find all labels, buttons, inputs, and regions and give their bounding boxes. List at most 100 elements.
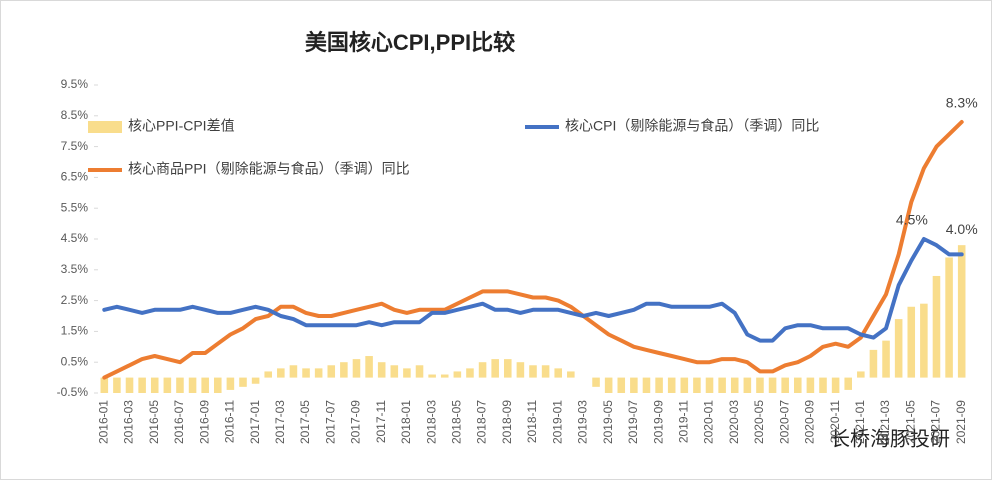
x-tick-label: 2019-09 (651, 400, 665, 444)
bar (289, 365, 298, 378)
y-tick-label: 9.5% (61, 77, 89, 91)
bar (554, 368, 562, 378)
bar (806, 377, 815, 393)
x-tick-label: 2021-01 (853, 400, 867, 444)
bar (478, 362, 487, 378)
x-tick-label: 2017-05 (298, 400, 312, 444)
x-tick-label: 2018-05 (450, 400, 464, 444)
bar (642, 377, 651, 393)
legend-label: 核心CPI（剔除能源与食品）（季调）同比 (565, 118, 819, 134)
x-tick-label: 2018-03 (424, 400, 438, 444)
bar (466, 368, 474, 378)
bar (529, 365, 537, 378)
bar (604, 377, 613, 393)
x-tick-label: 2018-07 (475, 400, 489, 444)
bar (453, 371, 462, 378)
bar (655, 377, 663, 393)
x-tick-label: 2019-05 (601, 400, 615, 444)
bar (150, 377, 159, 393)
x-tick-label: 2017-03 (273, 400, 287, 444)
source: 长桥海豚投研 (830, 427, 950, 450)
bar (327, 365, 336, 378)
x-tick-label: 2019-07 (626, 400, 640, 444)
bar (138, 377, 146, 393)
bar (894, 319, 903, 378)
y-tick-label: 5.5% (61, 200, 89, 214)
bar (945, 257, 953, 378)
bar (491, 359, 499, 378)
bar (163, 377, 172, 393)
bar (125, 377, 134, 393)
bar (907, 306, 916, 378)
bar (428, 374, 436, 378)
bar (957, 245, 966, 378)
bar (302, 368, 310, 378)
y-tick-label: 4.5% (61, 231, 89, 245)
bar (617, 377, 626, 393)
y-tick-label: 1.5% (61, 324, 89, 338)
bar (239, 377, 247, 387)
x-tick-label: 2018-11 (525, 400, 539, 443)
bar (340, 362, 348, 378)
bar (100, 377, 109, 393)
bar (667, 377, 676, 393)
bar (277, 368, 285, 378)
x-tick-label: 2018-01 (399, 400, 413, 444)
bar (781, 377, 789, 393)
x-tick-label: 2016-03 (122, 400, 136, 444)
x-tick-label: 2018-09 (500, 400, 514, 444)
x-tick-label: 2021-09 (954, 400, 968, 444)
x-tick-label: 2016-07 (172, 400, 186, 444)
bar (693, 377, 701, 393)
x-tick-label: 2016-09 (197, 400, 211, 444)
bar (920, 303, 928, 378)
bar (377, 362, 386, 378)
data-label: 8.3% (946, 95, 978, 111)
x-tick-label: 2020-07 (777, 400, 791, 444)
bar (768, 377, 777, 393)
bar (314, 368, 323, 378)
bar (188, 377, 197, 393)
x-tick-label: 2017-09 (349, 400, 363, 444)
x-tick-label: 2021-03 (878, 400, 892, 444)
x-tick-label: 2016-11 (223, 400, 237, 443)
legend-label: 核心PPI-CPI差值 (128, 118, 235, 134)
bar (516, 362, 525, 378)
bar (869, 349, 878, 378)
bar (680, 377, 689, 393)
line (102, 120, 964, 380)
bar (730, 377, 739, 393)
bar (226, 377, 235, 390)
x-tick-label: 2016-05 (147, 400, 161, 444)
x-tick-label: 2019-03 (576, 400, 590, 444)
bar (756, 377, 764, 393)
bar (844, 377, 852, 390)
bar (819, 377, 827, 393)
bar (176, 377, 184, 393)
x-tick-label: 2020-11 (828, 400, 842, 443)
x-tick-label: 2021-07 (929, 400, 943, 444)
y-tick-label: 6.5% (61, 170, 89, 184)
bar (567, 371, 575, 378)
x-tick-label: 2021-05 (903, 400, 917, 444)
bar (214, 377, 222, 393)
x-tick-label: 2020-09 (803, 400, 817, 444)
y-tick-label: 8.5% (61, 108, 89, 122)
x-tick-label: 2017-11 (374, 400, 388, 443)
bar (440, 374, 449, 378)
data-label: 4.0% (946, 221, 978, 237)
x-tick-label: 2017-01 (248, 400, 262, 444)
x-tick-label: 2016-01 (96, 400, 110, 444)
bar (352, 359, 361, 378)
y-tick-label: 7.5% (61, 139, 89, 153)
legend-label: 核心商品PPI（剔除能源与食品）（季调）同比 (128, 161, 410, 177)
bar (403, 368, 411, 378)
x-tick-label: 2020-01 (702, 400, 716, 444)
bar (504, 359, 512, 378)
bar (705, 377, 714, 393)
bar (113, 377, 121, 393)
bar (415, 365, 424, 378)
bar (251, 377, 260, 384)
bar (831, 377, 840, 393)
